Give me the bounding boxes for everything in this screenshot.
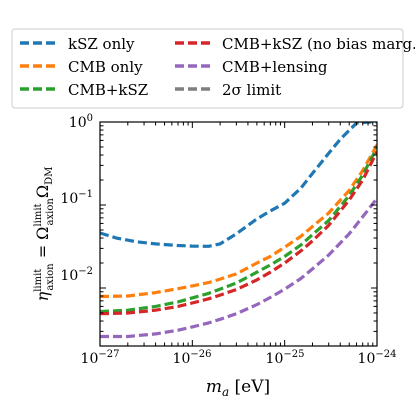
tick-layer — [99, 121, 378, 347]
series-layer — [100, 122, 377, 339]
x-axis-label: ma [eV] — [206, 377, 270, 399]
x-tick-label-1e-27: 10−27 — [81, 349, 120, 367]
legend: kSZ only CMB only CMB+kSZ CMB+kSZ (no bi… — [11, 28, 415, 109]
y-tick-label-1e-2: 10−2 — [60, 266, 93, 284]
series-line-cmb-lensing — [100, 197, 377, 339]
y-tick-label-1e0: 100 — [69, 113, 93, 131]
series-line-cmb-only — [100, 144, 377, 299]
series-line-cmb-ksz-no-bias-marg — [100, 150, 377, 316]
legend-label-cmb-ksz-no-bias: CMB+kSZ (no bias marg.) — [222, 35, 415, 53]
x-tick-label-1e-26: 10−26 — [173, 349, 212, 367]
legend-label-cmb-lensing: CMB+lensing — [222, 58, 328, 76]
x-tick-label-1e-24: 10−24 — [358, 349, 397, 367]
series-line-ksz-only — [100, 122, 377, 248]
axes-frame — [99, 121, 378, 347]
legend-frame — [11, 28, 404, 109]
series-line-cmb-ksz — [100, 146, 377, 314]
legend-label-ksz-only: kSZ only — [68, 35, 135, 53]
x-tick-label-1e-25: 10−25 — [266, 349, 305, 367]
y-tick-label-1e-1: 10−1 — [60, 189, 93, 207]
legend-label-2sigma-limit: 2σ limit — [222, 81, 281, 99]
legend-label-cmb-ksz: CMB+kSZ — [68, 81, 148, 99]
legend-label-cmb-only: CMB only — [68, 58, 143, 76]
y-axis-label: ηlimitaxion = ΩlimitaxionΩDM — [33, 167, 56, 302]
